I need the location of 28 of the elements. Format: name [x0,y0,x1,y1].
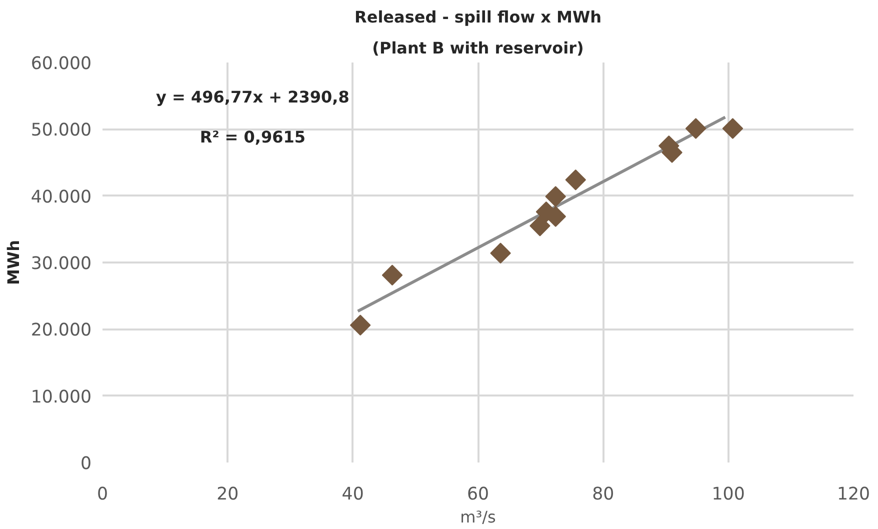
chart-subtitle: (Plant B with reservoir) [372,38,584,58]
x-tick-label: 20 [216,484,239,504]
x-axis-title: m³/s [460,508,496,526]
chart-title: Released - spill flow x MWh [354,8,602,26]
point [350,314,371,336]
point [722,118,744,139]
y-axis-title: MWh [4,240,23,285]
y-tick-label: 10.000 [30,387,92,408]
y-tick-label: 60.000 [30,54,92,74]
x-tick-label: 60 [466,484,490,504]
point [382,264,403,286]
y-tick-label: 0 [80,454,92,474]
point [565,169,586,190]
point [685,118,706,139]
point [530,215,550,236]
y-tick-label: 40.000 [30,187,92,208]
y-tick-label: 30.000 [30,254,92,274]
x-tick-label: 80 [592,484,614,504]
x-tick-label: 40 [342,484,364,504]
x-tick-label: 100 [712,484,745,504]
annotation: y = 496,77x + 2390,8 [156,88,350,106]
y-tick-label: 50.000 [30,120,92,141]
y-tick-label: 20.000 [30,320,92,341]
annotation: R² = 0,9615 [200,128,306,146]
x-tick-label: 120 [836,484,870,504]
point [545,186,566,207]
x-tick-label: 0 [96,484,108,504]
point [490,242,511,264]
